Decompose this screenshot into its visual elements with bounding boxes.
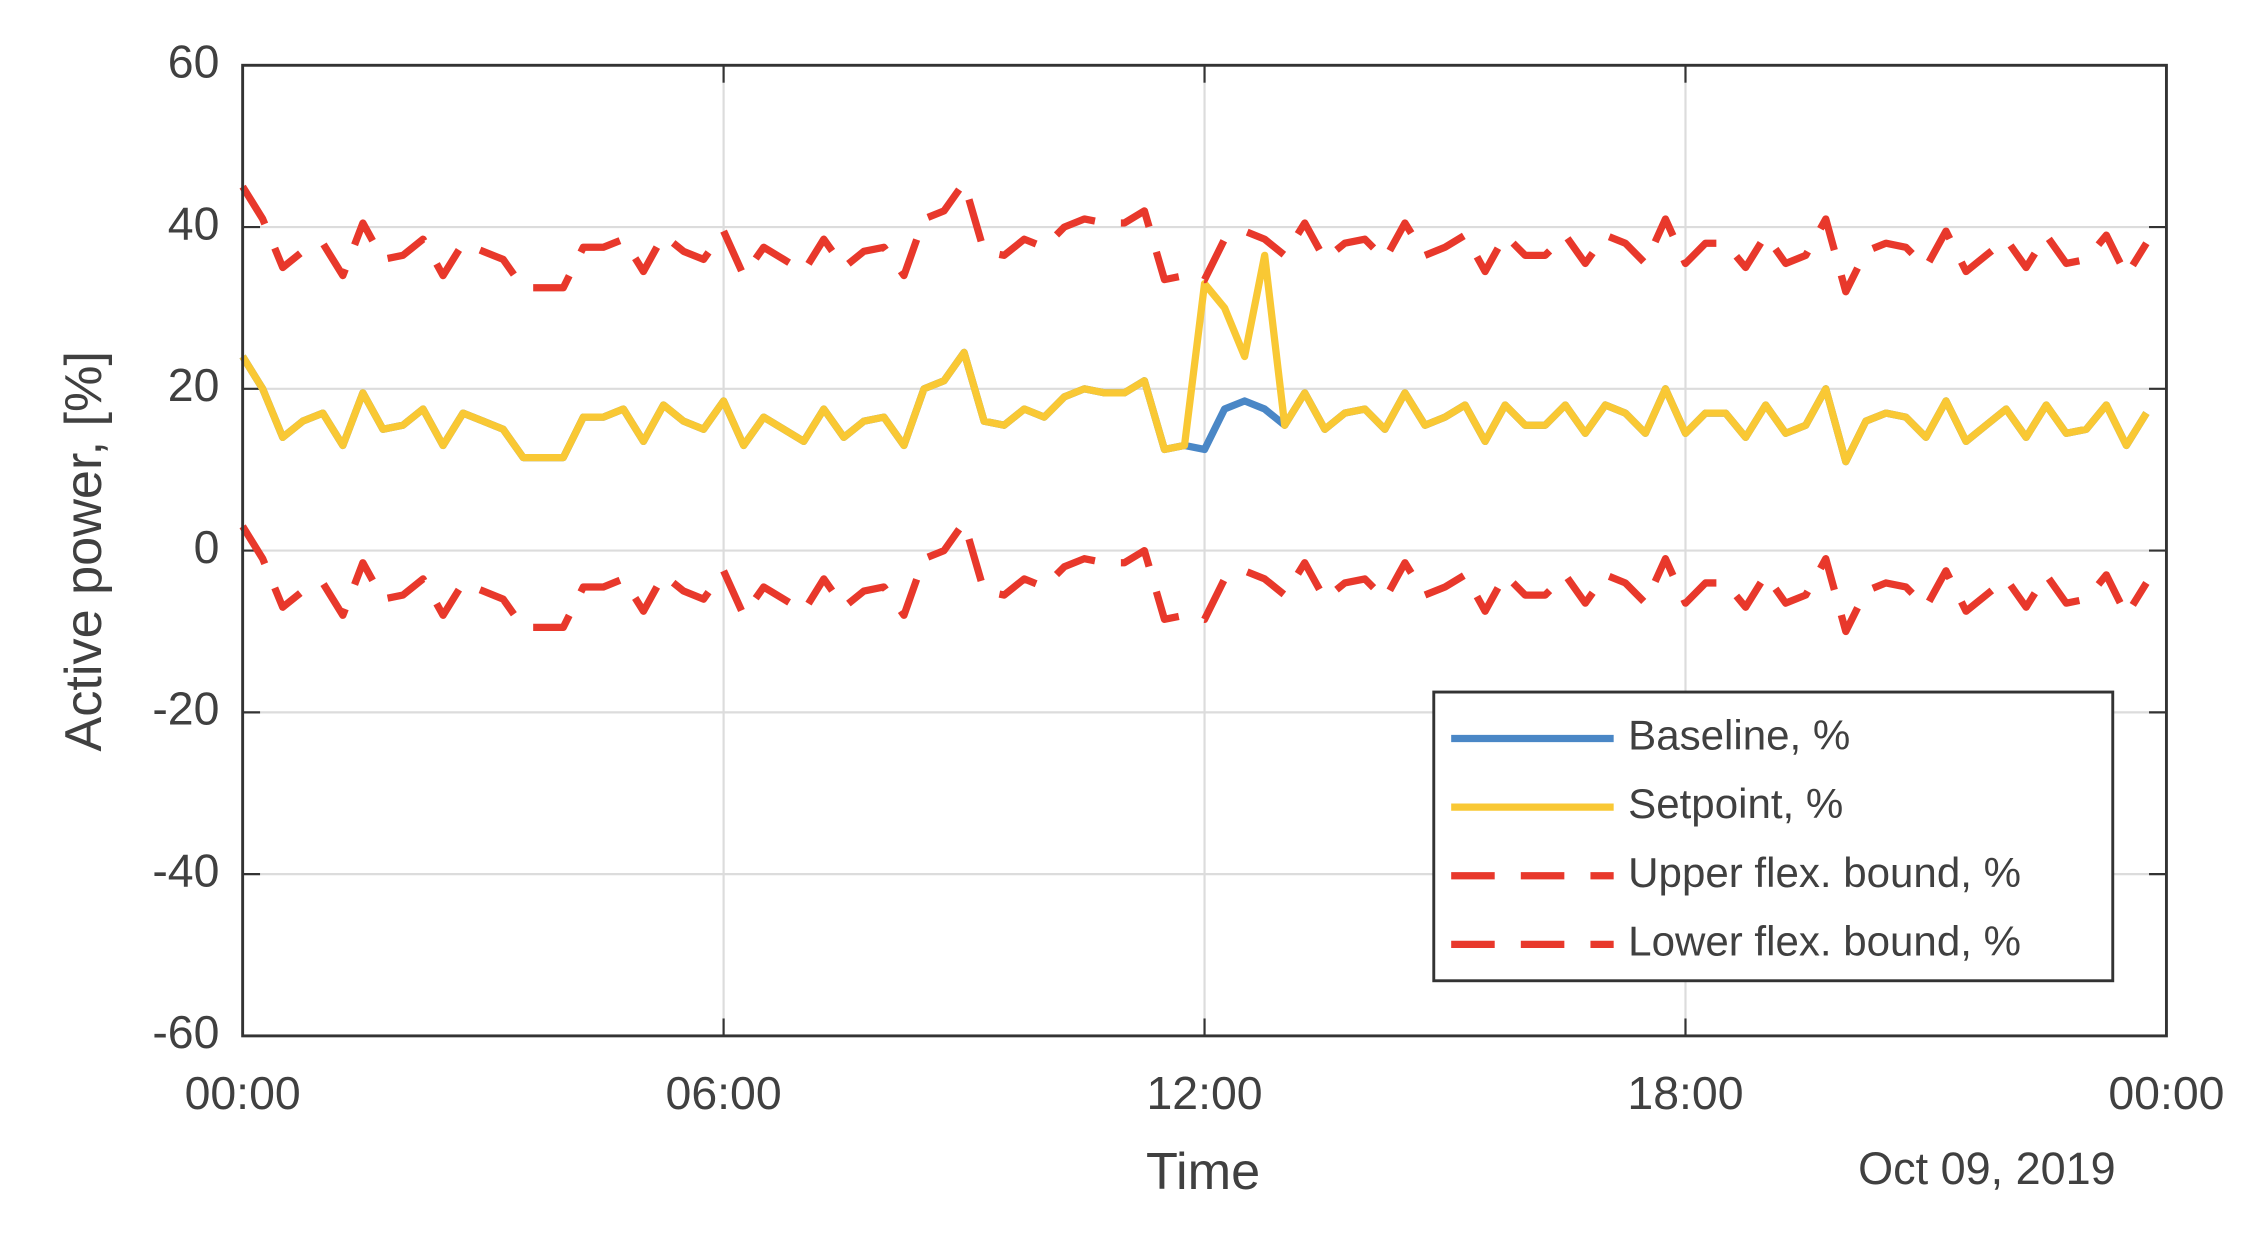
y-tick-label: 60 bbox=[168, 36, 220, 88]
legend-label: Upper flex. bound, % bbox=[1628, 849, 2021, 896]
series-line bbox=[239, 178, 2150, 296]
y-tick-label: -40 bbox=[152, 844, 219, 896]
legend-label: Baseline, % bbox=[1628, 712, 1850, 759]
y-tick-label: 20 bbox=[168, 359, 220, 411]
plot-frame bbox=[241, 63, 2168, 1038]
legend: Baseline, % Setpoint, % Upper flex. bound,… bbox=[1432, 690, 2115, 983]
x-tick-label: 00:00 bbox=[2108, 1067, 2224, 1119]
series-line bbox=[239, 251, 2150, 466]
y-tick-label: -60 bbox=[152, 1006, 219, 1058]
x-tick-label: 18:00 bbox=[1627, 1067, 1743, 1119]
y-tick-label: -20 bbox=[152, 683, 219, 735]
x-tick-label: 06:00 bbox=[666, 1067, 782, 1119]
x-axis-label: Time bbox=[1146, 1143, 1260, 1201]
date-annotation: Oct 09, 2019 bbox=[1858, 1143, 2115, 1194]
x-tick-label: 00:00 bbox=[185, 1067, 301, 1119]
legend-label: Lower flex. bound, % bbox=[1628, 917, 2021, 964]
x-tick-label: 12:00 bbox=[1146, 1067, 1262, 1119]
y-axis-label: Active power, [%] bbox=[55, 351, 113, 752]
legend-label: Setpoint, % bbox=[1628, 780, 1843, 827]
y-tick-label: 40 bbox=[168, 197, 220, 249]
y-tick-label: 0 bbox=[194, 521, 220, 573]
series-line bbox=[239, 518, 2150, 636]
